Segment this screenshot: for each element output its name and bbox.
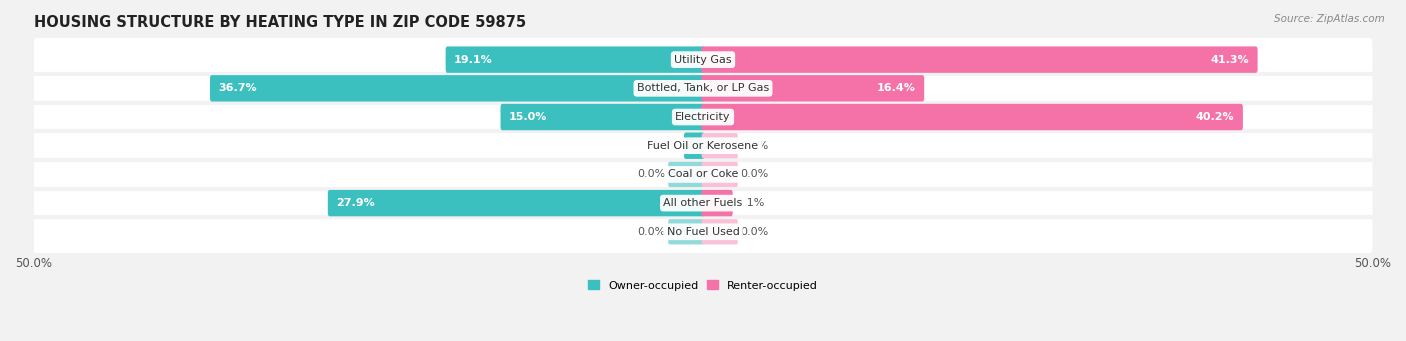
- FancyBboxPatch shape: [34, 94, 1372, 140]
- FancyBboxPatch shape: [209, 75, 704, 102]
- Text: No Fuel Used: No Fuel Used: [666, 227, 740, 237]
- Text: Coal or Coke: Coal or Coke: [668, 169, 738, 179]
- Text: 27.9%: 27.9%: [336, 198, 375, 208]
- Text: 1.3%: 1.3%: [652, 141, 681, 151]
- FancyBboxPatch shape: [702, 75, 924, 102]
- FancyBboxPatch shape: [668, 162, 704, 187]
- FancyBboxPatch shape: [702, 133, 738, 158]
- Text: 0.0%: 0.0%: [741, 141, 769, 151]
- FancyBboxPatch shape: [34, 152, 1372, 197]
- Text: 19.1%: 19.1%: [454, 55, 492, 65]
- Legend: Owner-occupied, Renter-occupied: Owner-occupied, Renter-occupied: [583, 276, 823, 295]
- FancyBboxPatch shape: [683, 133, 704, 159]
- FancyBboxPatch shape: [668, 219, 704, 244]
- Text: Source: ZipAtlas.com: Source: ZipAtlas.com: [1274, 14, 1385, 24]
- Text: 0.0%: 0.0%: [741, 227, 769, 237]
- FancyBboxPatch shape: [702, 190, 733, 216]
- FancyBboxPatch shape: [501, 104, 704, 130]
- FancyBboxPatch shape: [702, 46, 1257, 73]
- FancyBboxPatch shape: [702, 219, 738, 244]
- FancyBboxPatch shape: [34, 37, 1372, 82]
- Text: HOUSING STRUCTURE BY HEATING TYPE IN ZIP CODE 59875: HOUSING STRUCTURE BY HEATING TYPE IN ZIP…: [34, 15, 526, 30]
- Text: 41.3%: 41.3%: [1211, 55, 1250, 65]
- FancyBboxPatch shape: [446, 46, 704, 73]
- Text: 0.0%: 0.0%: [637, 169, 665, 179]
- FancyBboxPatch shape: [34, 180, 1372, 226]
- FancyBboxPatch shape: [702, 104, 1243, 130]
- Text: 0.0%: 0.0%: [637, 227, 665, 237]
- Text: Electricity: Electricity: [675, 112, 731, 122]
- FancyBboxPatch shape: [34, 66, 1372, 111]
- Text: 2.1%: 2.1%: [737, 198, 765, 208]
- FancyBboxPatch shape: [702, 162, 738, 187]
- Text: 36.7%: 36.7%: [218, 83, 257, 93]
- FancyBboxPatch shape: [328, 190, 704, 216]
- FancyBboxPatch shape: [34, 209, 1372, 254]
- Text: 0.0%: 0.0%: [741, 169, 769, 179]
- Text: Fuel Oil or Kerosene: Fuel Oil or Kerosene: [647, 141, 759, 151]
- Text: All other Fuels: All other Fuels: [664, 198, 742, 208]
- FancyBboxPatch shape: [34, 123, 1372, 168]
- Text: 16.4%: 16.4%: [877, 83, 915, 93]
- Text: 40.2%: 40.2%: [1197, 112, 1234, 122]
- Text: 15.0%: 15.0%: [509, 112, 547, 122]
- Text: Bottled, Tank, or LP Gas: Bottled, Tank, or LP Gas: [637, 83, 769, 93]
- Text: Utility Gas: Utility Gas: [675, 55, 731, 65]
